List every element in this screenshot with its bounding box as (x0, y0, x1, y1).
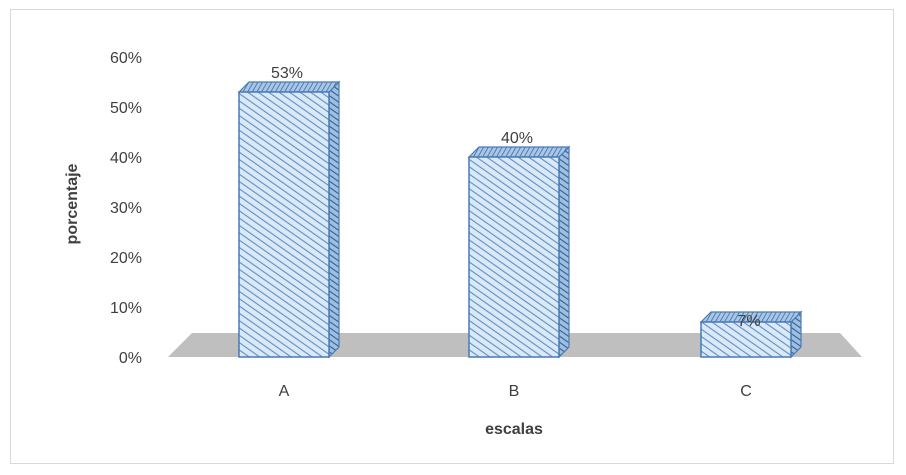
data-label: 40% (501, 130, 533, 147)
data-labels-group: 53% 40% 7% (271, 65, 761, 330)
y-tick-label: 10% (110, 300, 142, 317)
x-tick-label: B (509, 383, 520, 400)
y-tick-label: 60% (110, 50, 142, 67)
chart-frame (10, 9, 894, 464)
x-axis-ticks: A B C (279, 383, 752, 400)
bar-side (558, 145, 570, 359)
bar-top (237, 81, 341, 93)
bar-front (700, 321, 792, 358)
y-axis-title: porcentaje (64, 163, 81, 244)
x-axis-title: escalas (485, 421, 543, 438)
y-tick-label: 30% (110, 200, 142, 217)
data-label: 7% (737, 313, 760, 330)
bar-front (238, 91, 330, 358)
bar-top (467, 146, 571, 158)
bar-front (468, 156, 560, 358)
y-tick-label: 20% (110, 250, 142, 267)
bars-group (237, 80, 803, 359)
x-tick-label: A (279, 383, 290, 400)
data-label: 53% (271, 65, 303, 82)
y-tick-label: 0% (119, 350, 142, 367)
x-tick-label: C (740, 383, 752, 400)
bar-C (699, 310, 803, 359)
y-tick-label: 50% (110, 100, 142, 117)
y-axis-ticks: 0% 10% 20% 30% 40% 50% 60% (110, 50, 142, 367)
bar-B (467, 145, 571, 359)
y-tick-label: 40% (110, 150, 142, 167)
bar-side (328, 80, 340, 359)
bar-A (237, 80, 341, 359)
